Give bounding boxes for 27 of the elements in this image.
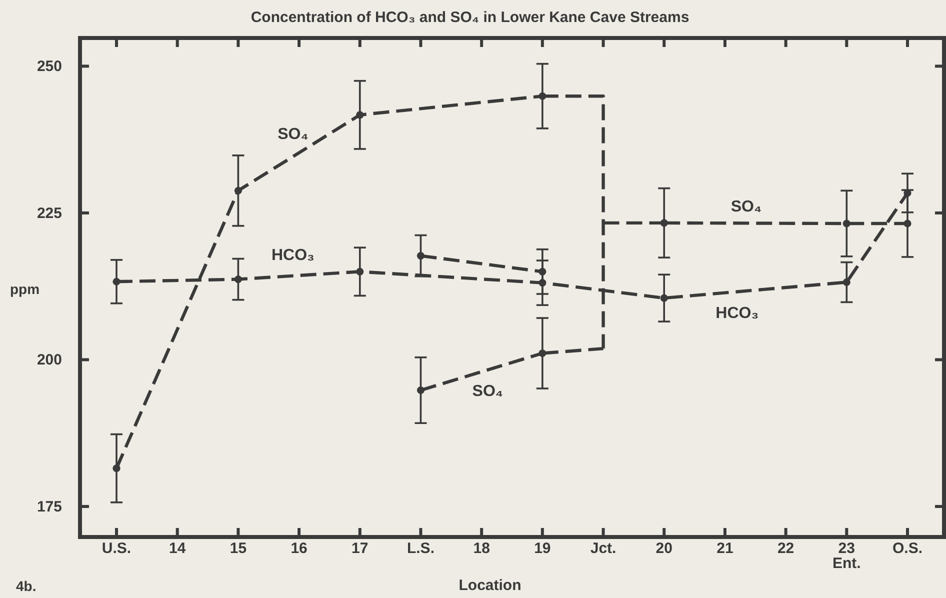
series-label: SO₄ [730,198,762,216]
y-tick-label: 250 [36,58,62,75]
x-axis-title: Location [458,577,522,594]
y-tick-label: 200 [36,352,62,369]
y-tick-label: 225 [36,204,62,222]
text: 4b. [16,578,36,594]
x-tick-label: 21 [716,540,734,557]
x-tick-label: 19 [534,540,551,557]
x-tick-label: O.S. [892,540,922,557]
series-label: HCO₃ [271,247,314,264]
y-axis-title: ppm [10,281,40,297]
series-label: SO₄ [472,383,504,400]
series-label: SO₄ [278,126,308,143]
x-tick-label: 18 [473,540,490,557]
text: HCO₃ [716,304,759,322]
x-tick-label: U.S. [102,540,132,557]
x-tick-label: 14 [169,540,186,557]
chart-title: Concentration of HCO₃ and SO₄ in Lower Kane Cave Streams [250,9,690,26]
x-tick-label: L.S. [406,540,434,557]
x-tick-label: Jct. [590,540,616,557]
x-tick-label: 22 [777,540,794,557]
x-tick-label: 15 [230,540,247,557]
y-tick-label: 175 [36,498,62,516]
x-tick-label: 20 [656,540,672,557]
x-tick-label: 16 [290,540,308,557]
x-tick-label: 17 [352,540,368,557]
x-tick-label: 23 Ent. [832,540,861,572]
